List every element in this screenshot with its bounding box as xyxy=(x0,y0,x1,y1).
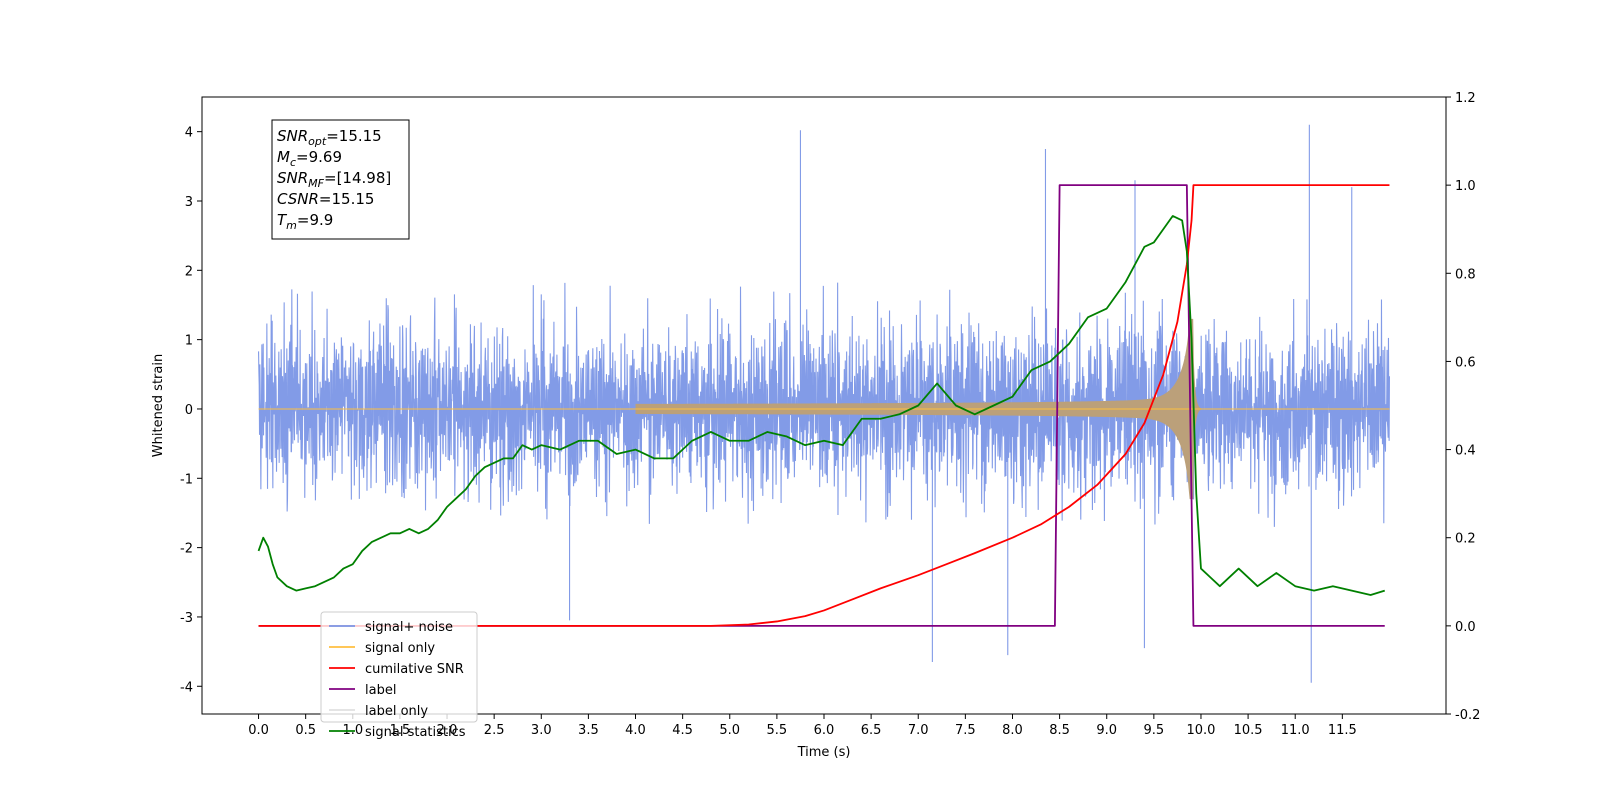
annotation-value: =15.15 xyxy=(319,190,375,208)
y2-tick-label: 0.6 xyxy=(1455,355,1476,370)
y-tick-label: 0 xyxy=(185,403,193,418)
y-tick-label: 2 xyxy=(185,264,193,279)
y-axis-title: Whitened strain xyxy=(151,354,166,457)
x-tick-label: 11.0 xyxy=(1281,723,1310,738)
annotation-line: SNRMF=[14.98] xyxy=(277,169,391,190)
y2-tick-label: 0.8 xyxy=(1455,267,1476,282)
y-tick-label: 4 xyxy=(185,126,193,141)
y-tick-label: 3 xyxy=(185,195,193,210)
y-tick-label: 1 xyxy=(185,334,193,349)
legend-label: signal+ noise xyxy=(365,620,453,635)
x-tick-label: 11.5 xyxy=(1328,723,1357,738)
annotation-line: CSNR=15.15 xyxy=(277,190,374,208)
x-tick-label: 7.0 xyxy=(908,723,929,738)
x-tick-label: 4.5 xyxy=(672,723,693,738)
y-tick-label: -3 xyxy=(180,611,193,626)
annotation-symbol: CSNR xyxy=(277,190,319,208)
y2-tick-label: 0.0 xyxy=(1455,620,1476,635)
x-tick-label: 7.5 xyxy=(955,723,976,738)
legend-label: signal only xyxy=(365,641,435,656)
x-tick-label: 1.5 xyxy=(390,723,411,738)
annotation-box: SNRopt=15.15Mc=9.69SNRMF=[14.98]CSNR=15.… xyxy=(271,119,410,240)
annotation-symbol: SNR xyxy=(277,169,308,187)
legend-frame xyxy=(320,611,478,723)
x-tick-label: 0.0 xyxy=(248,723,269,738)
series-cumulative-snr-line xyxy=(258,184,1390,627)
annotation-subscript: MF xyxy=(308,177,324,190)
annotation-line: Mc=9.69 xyxy=(277,148,342,169)
x-axis-title: Time (s) xyxy=(797,745,851,760)
x-tick-label: 2.5 xyxy=(484,723,505,738)
x-tick-label: 10.0 xyxy=(1186,723,1215,738)
y2-tick-label: 1.2 xyxy=(1455,91,1476,106)
x-tick-label: 6.0 xyxy=(814,723,835,738)
annotation-line: Tm=9.9 xyxy=(277,211,333,232)
annotation-line: SNRopt=15.15 xyxy=(277,127,382,148)
x-tick-label: 3.0 xyxy=(531,723,552,738)
annotation-frame xyxy=(271,119,410,240)
annotation-value: =[14.98] xyxy=(324,169,391,187)
annotation-value: =9.9 xyxy=(297,211,333,229)
y-tick-label: -4 xyxy=(180,680,193,695)
x-tick-label: 8.5 xyxy=(1049,723,1070,738)
y2-tick-label: 0.2 xyxy=(1455,532,1476,547)
annotation-symbol: SNR xyxy=(277,127,308,145)
axes: 0.0 0.5 1.0 1.5 2.0 2.5 3.0 3.5 4.0 4.5 5.0 5.5 6.0 6… xyxy=(151,91,1480,760)
series-label-line xyxy=(258,184,1385,627)
x-tick-label: 10.5 xyxy=(1234,723,1263,738)
x-tick-label: 2.0 xyxy=(437,723,458,738)
x-tick-label: 4.0 xyxy=(625,723,646,738)
y-tick-label: -2 xyxy=(180,542,193,557)
plot-series-group xyxy=(257,124,1390,683)
x-tick-label: 9.0 xyxy=(1096,723,1117,738)
legend-label: signal statistics xyxy=(365,725,466,740)
annotation-subscript: m xyxy=(286,219,297,232)
y-tick-label: -1 xyxy=(180,472,193,487)
legend-label: cumilative SNR xyxy=(365,662,464,677)
legend: signal+ noise signal only cumilative SNR la… xyxy=(320,611,478,740)
x-tick-label: 9.5 xyxy=(1144,723,1165,738)
y2-tick-label: 0.4 xyxy=(1455,444,1476,459)
series-signal-statistics-line xyxy=(257,215,1386,596)
x-tick-label: 0.5 xyxy=(295,723,316,738)
annotation-symbol: M xyxy=(277,148,290,166)
annotation-value: =15.15 xyxy=(326,127,382,145)
legend-label: label only xyxy=(365,704,428,719)
annotation-subscript: c xyxy=(290,156,296,169)
x-tick-label: 8.0 xyxy=(1002,723,1023,738)
x-tick-label: 5.0 xyxy=(719,723,740,738)
x-tick-label: 3.5 xyxy=(578,723,599,738)
annotation-subscript: opt xyxy=(308,135,327,148)
legend-label: label xyxy=(365,683,396,698)
annotation-value: =9.69 xyxy=(296,148,342,166)
y2-tick-label: 1.0 xyxy=(1455,179,1476,194)
x-tick-label: 6.5 xyxy=(861,723,882,738)
x-tick-label: 5.5 xyxy=(767,723,788,738)
annotation-symbol: T xyxy=(277,211,288,229)
y2-tick-label: -0.2 xyxy=(1455,708,1480,723)
plot-area xyxy=(257,124,1390,683)
